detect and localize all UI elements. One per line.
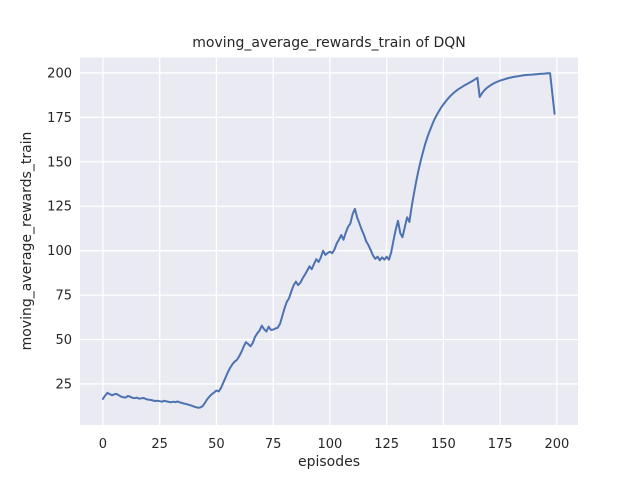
x-tick-label: 50 [208, 437, 225, 452]
x-tick-label: 0 [99, 437, 107, 452]
y-tick-labels: 25 50 75 100 125 150 175 200 [47, 66, 72, 392]
y-tick-label: 25 [55, 377, 72, 392]
y-tick-label: 150 [47, 155, 72, 170]
x-tick-labels: 0 25 50 75 100 125 150 175 200 [99, 437, 570, 452]
y-tick-label: 75 [55, 289, 72, 304]
y-tick-label: 200 [47, 66, 72, 81]
gridlines [80, 57, 578, 425]
chart-title: moving_average_rewards_train of DQN [192, 35, 466, 51]
x-tick-label: 25 [151, 437, 168, 452]
x-tick-label: 125 [374, 437, 399, 452]
y-tick-label: 125 [47, 200, 72, 215]
y-tick-label: 100 [47, 244, 72, 259]
y-tick-label: 175 [47, 111, 72, 126]
y-axis-label: moving_average_rewards_train [19, 132, 35, 351]
x-tick-label: 100 [317, 437, 342, 452]
x-tick-label: 200 [544, 437, 569, 452]
y-tick-label: 50 [55, 333, 72, 348]
x-tick-label: 75 [265, 437, 282, 452]
x-axis-label: episodes [298, 454, 360, 470]
x-tick-label: 150 [431, 437, 456, 452]
x-tick-label: 175 [488, 437, 513, 452]
moving-average-rewards-line [101, 72, 556, 409]
plot-area-background [80, 57, 578, 425]
